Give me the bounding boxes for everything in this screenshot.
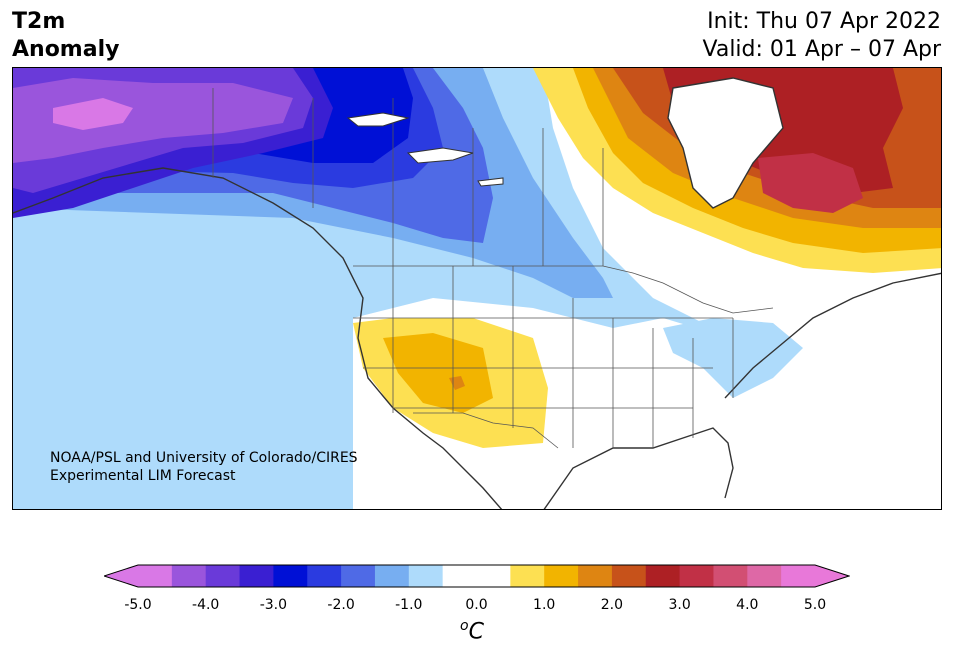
colorbar-outline [104, 564, 850, 588]
colorbar-tick-label: 0.0 [465, 597, 488, 613]
title-type: Anomaly [12, 37, 120, 62]
anomaly-map [12, 67, 942, 510]
colorbar-cell [578, 565, 613, 587]
credit-line-2: Experimental LIM Forecast [50, 468, 236, 484]
colorbar-cell [645, 565, 681, 587]
colorbar-tick-label: -5.0 [124, 597, 152, 613]
colorbar-extend-high [815, 565, 849, 587]
band-ne-crimson [758, 153, 863, 213]
state-lines [353, 266, 734, 448]
colorbar-cell [611, 565, 647, 587]
great-slave-lake [346, 112, 410, 127]
us-mexico-border [413, 412, 559, 449]
colorbar-tick-label: 1.0 [533, 597, 556, 613]
colorbar-cell [273, 565, 308, 587]
colorbar-cell [476, 565, 511, 587]
colorbar-tick-label: 3.0 [668, 597, 691, 613]
colorbar-tick-label: 5.0 [803, 597, 827, 613]
unit-degree: o [460, 618, 469, 634]
colorbar-cell [374, 565, 410, 587]
colorbar [104, 564, 850, 588]
valid-range: Valid: 01 Apr – 07 Apr [702, 37, 942, 62]
title-variable: T2m [12, 9, 66, 34]
colorbar-tick-label: -3.0 [259, 597, 288, 613]
colorbar-cell [205, 565, 241, 587]
colorbar-extend-low [104, 565, 138, 587]
band-pink [53, 98, 133, 130]
west-coast [13, 167, 503, 509]
init-date: Init: Thu 07 Apr 2022 [707, 9, 941, 34]
colorbar-ticks: -5.0 -4.0 -3.0 -2.0 -1.0 0.0 1.0 2.0 3.0 4.0 5.0 [0, 597, 953, 617]
forecast-credit: NOAA/PSL and University of Colorado/CIRE… [50, 449, 358, 485]
map-dates: Init: Thu 07 Apr 2022 Valid: 01 Apr – 07… [703, 8, 942, 64]
colorbar-cell [408, 565, 444, 587]
colorbar-unit: oC [460, 618, 484, 644]
map-svg [13, 68, 941, 509]
colorbar-tick-label: -4.0 [192, 597, 220, 613]
colorbar-cell [307, 565, 342, 587]
colorbar-tick-label: 2.0 [600, 597, 624, 613]
credit-line-1: NOAA/PSL and University of Colorado/CIRE… [50, 450, 358, 466]
great-bear-lake [406, 147, 474, 164]
province-lines [212, 88, 604, 266]
colorbar-cell [138, 565, 173, 587]
colorbar-cell [781, 565, 816, 587]
colorbar-cell [341, 565, 376, 587]
band-purple [13, 78, 293, 163]
colorbar-cells [104, 565, 849, 587]
lake-athabasca [477, 177, 504, 187]
east-coast [724, 272, 941, 399]
colorbar-tick-label: -1.0 [395, 597, 423, 613]
colorbar-cell [442, 565, 477, 587]
colorbar-cell [544, 565, 579, 587]
colorbar-cell [239, 565, 274, 587]
hudson-bay [668, 78, 783, 208]
colorbar-tick-label: -2.0 [327, 597, 355, 613]
colorbar-cell [679, 565, 714, 587]
colorbar-tick-label: 4.0 [736, 597, 759, 613]
colorbar-cell [713, 565, 748, 587]
colorbar-cell [510, 565, 545, 587]
hudson-coast [667, 77, 784, 209]
band-warm-gold [383, 333, 493, 413]
colorbar-cell [171, 565, 207, 587]
unit-letter: C [468, 619, 484, 645]
map-title: T2m Anomaly [12, 8, 119, 64]
colorbar-cell [747, 565, 782, 587]
gulf-coast [543, 427, 734, 509]
